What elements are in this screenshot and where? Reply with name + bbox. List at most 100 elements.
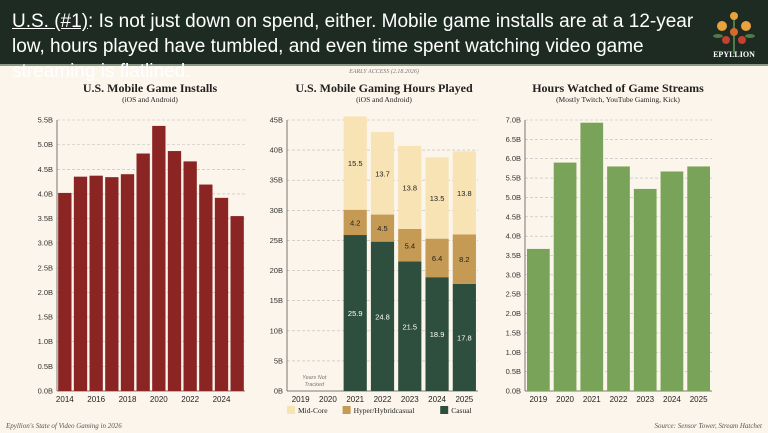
bar-2018 — [120, 174, 135, 391]
legend-label: Casual — [451, 406, 471, 415]
data-label: 24.8 — [375, 312, 390, 321]
legend-label: Mid-Core — [298, 406, 328, 415]
y-tick-label: 2.5B — [38, 263, 53, 272]
bar-2025 — [230, 216, 244, 391]
y-tick-label: 2.0B — [38, 288, 53, 297]
bar-segment-casual-2023 — [398, 261, 422, 391]
y-tick-label: 5.5B — [506, 174, 521, 183]
chart3-subtitle: (Mostly Twitch, YouTube Gaming, Kick) — [556, 95, 680, 104]
headline-highlight: U.S. (#1) — [12, 11, 89, 32]
x-tick-label: 2016 — [87, 395, 105, 404]
y-tick-label: 6.5B — [506, 135, 521, 144]
y-tick-label: 1.5B — [506, 328, 521, 337]
y-tick-label: 1.5B — [38, 313, 53, 322]
headline-text: : Is not just down on spend, either. Mob… — [12, 11, 694, 82]
y-tick-label: 5B — [274, 356, 283, 365]
y-tick-label: 3.0B — [38, 239, 53, 248]
y-tick-label: 7.0B — [506, 116, 521, 125]
bar-2019 — [527, 248, 550, 391]
data-label: 5.4 — [405, 241, 415, 250]
y-tick-label: 3.0B — [506, 270, 521, 279]
data-label: 17.8 — [457, 333, 472, 342]
x-tick-label: 2025 — [455, 395, 473, 404]
y-tick-label: 4.5B — [38, 165, 53, 174]
bar-segment-mid-core-2022 — [370, 132, 395, 215]
data-label: 15.5 — [348, 159, 363, 168]
bar-segment-mid-core-2025 — [452, 151, 476, 235]
data-label: 13.5 — [430, 194, 445, 203]
bar-segment-hyper-hybridcasual-2025 — [452, 234, 476, 284]
legend-label: Hyper/Hybridcasual — [354, 406, 415, 415]
bar-2014 — [58, 192, 72, 391]
chart2-subtitle: (iOS and Android) — [356, 95, 412, 104]
bar-segment-casual-2022 — [370, 241, 395, 391]
y-tick-label: 0.5B — [506, 367, 521, 376]
y-tick-label: 35B — [270, 176, 283, 185]
bar-2022 — [183, 161, 197, 391]
x-tick-label: 2019 — [292, 395, 310, 404]
legend-swatch — [440, 406, 449, 414]
chart3-title: Hours Watched of Game Streams — [532, 81, 704, 95]
y-tick-label: 5.0B — [506, 193, 521, 202]
legend-swatch — [342, 406, 351, 414]
bar-segment-casual-2021 — [343, 235, 367, 391]
x-tick-label: 2024 — [213, 395, 231, 404]
early-access-label: EARLY ACCESS (2.18.2026) — [349, 69, 419, 75]
chart1-title: U.S. Mobile Game Installs — [82, 81, 218, 95]
chart1-subtitle: (iOS and Android) — [122, 95, 178, 104]
bar-2024 — [660, 171, 684, 391]
x-tick-label: 2020 — [556, 395, 574, 404]
y-tick-label: 0B — [274, 387, 283, 396]
y-tick-label: 40B — [270, 146, 283, 155]
y-tick-label: 3.5B — [506, 251, 521, 260]
x-tick-label: 2025 — [690, 395, 708, 404]
bar-segment-mid-core-2024 — [425, 157, 449, 239]
bar-segment-hyper-hybridcasual-2024 — [425, 238, 449, 278]
x-tick-label: 2020 — [319, 395, 337, 404]
bar-2016 — [89, 175, 103, 391]
bar-segment-mid-core-2021 — [343, 116, 367, 210]
x-tick-label: 2021 — [583, 395, 601, 404]
y-tick-label: 45B — [270, 116, 283, 125]
y-tick-label: 1.0B — [38, 337, 53, 346]
bar-2025 — [687, 166, 710, 391]
data-label: 18.9 — [430, 330, 445, 339]
y-tick-label: 10B — [270, 326, 283, 335]
data-label: 25.9 — [348, 309, 363, 318]
bar-segment-hyper-hybridcasual-2021 — [343, 209, 367, 236]
logo-text: EPYLLION — [713, 50, 755, 59]
y-tick-label: 5.5B — [38, 116, 53, 125]
x-tick-label: 2021 — [346, 395, 364, 404]
x-tick-label: 2024 — [663, 395, 681, 404]
bar-2022 — [607, 166, 630, 391]
x-tick-label: 2019 — [529, 395, 547, 404]
y-tick-label: 30B — [270, 206, 283, 215]
y-tick-label: 2.0B — [506, 309, 521, 318]
data-label: 21.5 — [402, 322, 417, 331]
bar-2021 — [167, 151, 182, 391]
legend-swatch — [287, 406, 295, 414]
x-tick-label: 2022 — [181, 395, 199, 404]
bar-segment-hyper-hybridcasual-2022 — [370, 214, 395, 242]
x-tick-label: 2018 — [119, 395, 137, 404]
y-tick-label: 5.0B — [38, 140, 53, 149]
bar-segment-casual-2025 — [452, 283, 476, 391]
data-label: 8.2 — [459, 255, 469, 264]
y-tick-label: 25B — [270, 236, 283, 245]
y-tick-label: 1.0B — [506, 348, 521, 357]
bar-2020 — [553, 162, 577, 391]
x-tick-label: 2014 — [56, 395, 74, 404]
chart2-title: U.S. Mobile Gaming Hours Played — [295, 81, 473, 95]
x-tick-label: 2023 — [636, 395, 654, 404]
data-label: 6.4 — [432, 254, 442, 263]
data-label: 13.8 — [457, 189, 472, 198]
bar-2024 — [214, 197, 229, 391]
bar-2017 — [105, 177, 119, 391]
bar-segment-mid-core-2023 — [398, 145, 422, 230]
not-tracked-note: Years Not — [302, 375, 327, 381]
data-label: 13.7 — [375, 169, 390, 178]
bar-2023 — [633, 188, 657, 391]
y-tick-label: 3.5B — [38, 214, 53, 223]
x-tick-label: 2022 — [610, 395, 628, 404]
